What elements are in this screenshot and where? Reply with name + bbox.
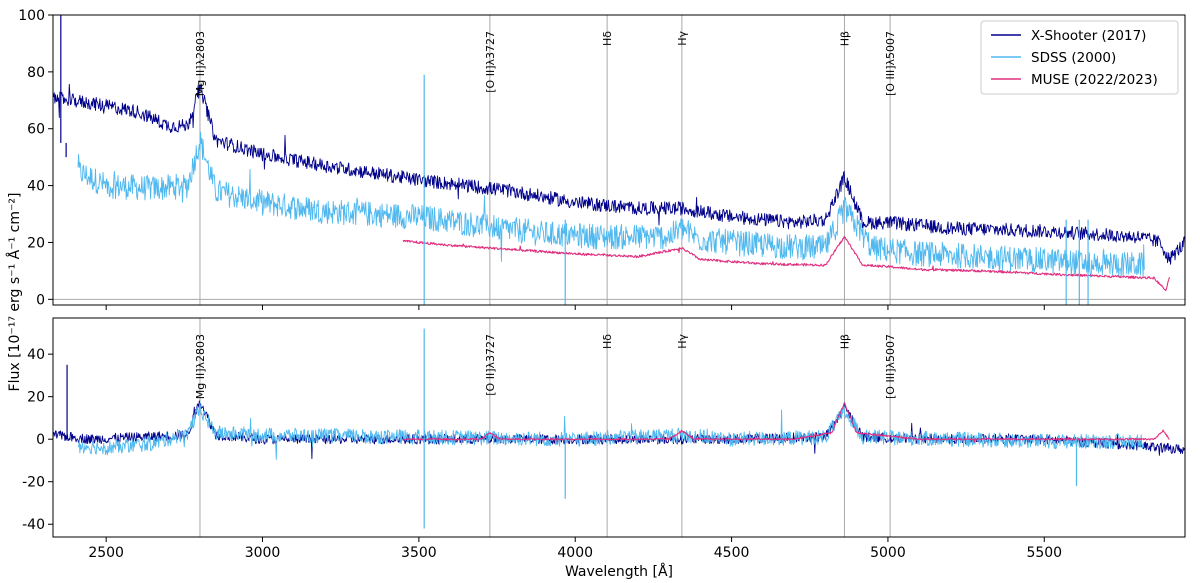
emission-line-label: [O II]λ3727 xyxy=(484,31,497,93)
legend-box xyxy=(980,20,1179,95)
legend-label-xshooter: X-Shooter (2017) xyxy=(1031,28,1146,44)
y-tick-label: 20 xyxy=(27,390,45,406)
y-tick-label: 20 xyxy=(27,235,45,251)
bottom-series xyxy=(53,328,1185,529)
bottom-plot-frame xyxy=(52,317,1186,538)
y-tick-label: 40 xyxy=(27,179,45,195)
emission-line-label: Hγ xyxy=(676,31,689,46)
top-line-labels: Mg II]λ2803 [O II]λ3727 Hδ Hγ Hβ [O III]λ5007 xyxy=(194,31,897,97)
legend: X-Shooter (2017) SDSS (2000) MUSE (2022/… xyxy=(980,20,1179,95)
y-axis-label: Flux [10⁻¹⁷ erg s⁻¹ Å⁻¹ cm⁻²] xyxy=(6,193,23,392)
x-tick-label: 3500 xyxy=(401,545,437,561)
series-xshooter xyxy=(53,83,1185,265)
y-tick-label: -40 xyxy=(22,517,45,533)
y-tick-label: 40 xyxy=(27,347,45,363)
top-emission-lines xyxy=(53,15,1185,305)
bottom-line-labels: Mg II]λ2803 [O II]λ3727 Hδ Hγ Hβ [O III]λ5007 xyxy=(194,334,897,400)
legend-label-sdss: SDSS (2000) xyxy=(1031,50,1116,66)
y-tick-label: 0 xyxy=(36,432,45,448)
bottom-emission-lines xyxy=(199,318,891,537)
series-sdss xyxy=(77,131,1145,278)
y-tick-label: -20 xyxy=(22,475,45,491)
y-tick-label: 100 xyxy=(18,8,45,24)
bottom-x-ticks: 2500 3000 3500 4000 4500 5000 5500 xyxy=(88,537,1062,561)
top-plot-frame xyxy=(52,14,1186,306)
x-axis-label: Wavelength [Å] xyxy=(565,563,673,580)
x-tick-label: 3000 xyxy=(245,545,281,561)
y-tick-label: 60 xyxy=(27,122,45,138)
x-tick-label: 2500 xyxy=(88,545,124,561)
top-y-ticks: 0 20 40 60 80 100 xyxy=(18,8,53,308)
top-series xyxy=(53,15,1185,305)
emission-line-label: [O III]λ5007 xyxy=(884,334,897,399)
y-tick-label: 0 xyxy=(36,292,45,308)
top-x-ticks xyxy=(105,305,1045,310)
emission-line-label: [O II]λ3727 xyxy=(484,334,497,396)
series-muse xyxy=(402,402,1170,443)
emission-line-label: Hβ xyxy=(838,334,851,349)
emission-line-label: Hγ xyxy=(676,334,689,349)
x-tick-label: 4500 xyxy=(714,545,750,561)
series-muse xyxy=(402,235,1170,292)
bottom-panel: Mg II]λ2803 [O II]λ3727 Hδ Hγ Hβ [O III]λ5007… xyxy=(22,317,1186,561)
series-sdss xyxy=(77,402,1145,460)
y-tick-label: 80 xyxy=(27,65,45,81)
emission-line-label: Hδ xyxy=(601,31,614,46)
x-tick-label: 5500 xyxy=(1026,545,1062,561)
emission-line-label: Hβ xyxy=(838,31,851,46)
emission-line-label: Hδ xyxy=(601,334,614,349)
x-tick-label: 4000 xyxy=(557,545,593,561)
bottom-y-ticks: -40 -20 0 20 40 xyxy=(22,347,53,533)
legend-label-muse: MUSE (2022/2023) xyxy=(1031,72,1158,88)
emission-line-label: Mg II]λ2803 xyxy=(194,31,207,96)
top-panel: Mg II]λ2803 [O II]λ3727 Hδ Hγ Hβ [O III]λ5007… xyxy=(18,8,1186,310)
emission-line-label: [O III]λ5007 xyxy=(884,31,897,96)
emission-line-label: Mg II]λ2803 xyxy=(194,334,207,399)
x-tick-label: 5000 xyxy=(870,545,906,561)
